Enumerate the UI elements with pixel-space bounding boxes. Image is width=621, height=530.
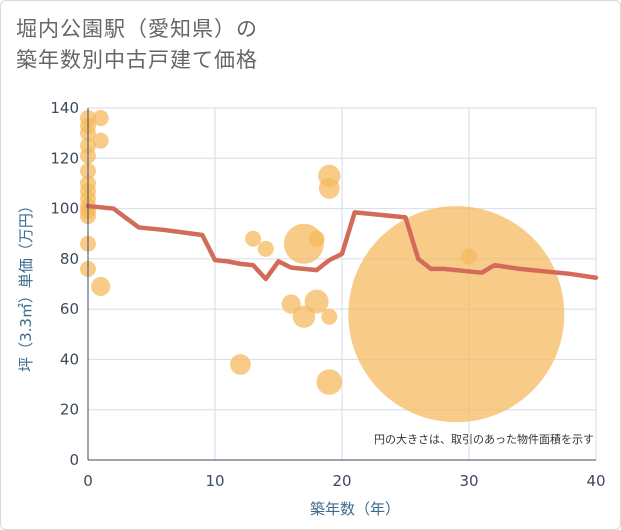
bubble-point bbox=[316, 369, 343, 395]
bubble-point bbox=[257, 240, 274, 257]
bubble-point bbox=[321, 308, 338, 325]
average-price-line bbox=[85, 203, 599, 282]
average-line-layer bbox=[85, 203, 599, 282]
y-tick-label: 80 bbox=[60, 250, 79, 268]
x-tick-label: 40 bbox=[586, 472, 605, 490]
bubble-layer bbox=[80, 110, 565, 423]
bubble-point bbox=[304, 289, 329, 314]
x-tick-label: 30 bbox=[459, 472, 478, 490]
y-tick-label: 60 bbox=[60, 300, 79, 318]
y-tick-label: 120 bbox=[50, 149, 79, 167]
title-line-2: 築年数別中古戸建て価格 bbox=[16, 48, 258, 72]
x-tick-label: 20 bbox=[332, 472, 351, 490]
bubble-point bbox=[461, 248, 477, 265]
bubble-point bbox=[92, 110, 109, 127]
title-line-1: 堀内公園駅（愛知県）の bbox=[16, 17, 258, 41]
y-tick-label: 100 bbox=[50, 200, 79, 218]
y-tick-label: 140 bbox=[50, 99, 79, 117]
bubble-point bbox=[230, 354, 251, 375]
y-tick-label: 0 bbox=[69, 451, 79, 469]
x-tick-label: 10 bbox=[205, 472, 224, 490]
axes: 0 10 20 30 40 0 20 40 60 80 100 120 140 bbox=[50, 99, 605, 490]
bubble-point bbox=[91, 276, 111, 297]
x-axis-title: 築年数（年） bbox=[310, 500, 400, 518]
bubble-point bbox=[318, 178, 340, 199]
y-tick-label: 20 bbox=[60, 401, 79, 419]
size-note: 円の大きさは、取引のあった物件面積を示す bbox=[374, 432, 594, 446]
bubble-point bbox=[308, 230, 325, 247]
bubble-point bbox=[348, 206, 565, 423]
bubble-point bbox=[245, 230, 262, 247]
bubble-point bbox=[92, 132, 109, 149]
chart-title: 堀内公園駅（愛知県）の 築年数別中古戸建て価格 bbox=[16, 14, 258, 76]
y-axis-title: 坪（3.3㎡）単価（万円） bbox=[17, 198, 35, 372]
x-tick-label: 0 bbox=[83, 472, 93, 490]
y-tick-label: 40 bbox=[60, 350, 79, 368]
